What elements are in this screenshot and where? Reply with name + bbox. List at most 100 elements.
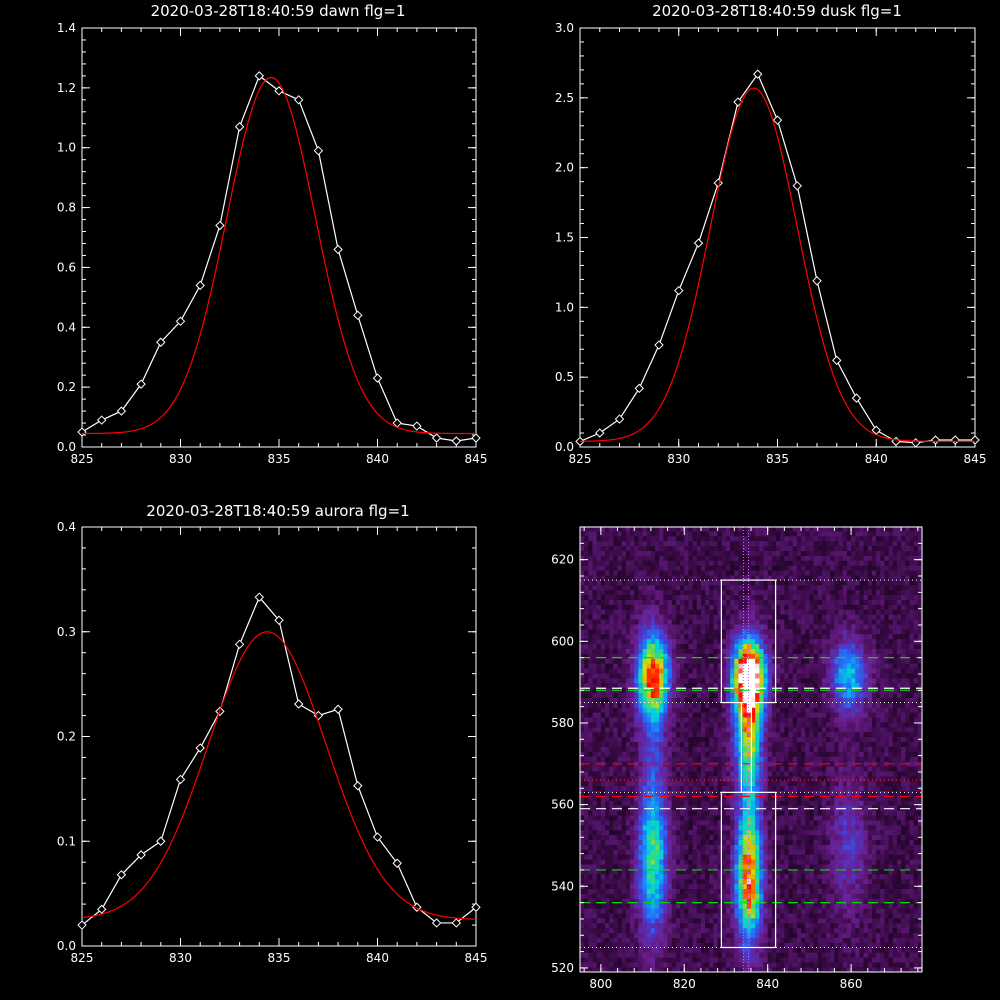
heatmap-cell	[776, 849, 781, 855]
heatmap-cell	[776, 898, 781, 904]
heatmap-cell	[759, 849, 764, 855]
heatmap-cell	[700, 927, 706, 934]
heatmap-cell	[655, 746, 660, 752]
heatmap-cell	[663, 717, 668, 723]
heatmap-cell	[717, 805, 723, 811]
heatmap-cell	[625, 937, 631, 943]
heatmap-cell	[709, 682, 714, 689]
heatmap-cell	[780, 555, 785, 561]
heatmap-cell	[721, 736, 727, 743]
heatmap-cell	[713, 712, 718, 718]
heatmap-cell	[580, 682, 585, 689]
heatmap-cell	[655, 918, 660, 924]
heatmap-cell	[646, 653, 652, 659]
heatmap-cell	[671, 707, 677, 713]
heatmap-cell	[638, 942, 643, 948]
heatmap-cell	[734, 937, 739, 943]
heatmap-cell	[717, 653, 723, 659]
heatmap-cell	[634, 825, 639, 831]
heatmap-cell	[605, 526, 610, 532]
heatmap-cell	[688, 697, 693, 703]
heatmap-cell	[634, 731, 639, 738]
heatmap-cell	[584, 893, 589, 899]
heatmap-cell	[755, 795, 760, 801]
heatmap-cell	[638, 712, 643, 718]
data-point	[333, 704, 343, 714]
heatmap-cell	[605, 663, 610, 669]
heatmap-cell	[592, 942, 597, 948]
heatmap-cell	[730, 952, 735, 958]
heatmap-cell	[692, 810, 698, 816]
heatmap-cell	[763, 560, 768, 566]
heatmap-cell	[642, 535, 648, 542]
heatmap-cell	[667, 771, 673, 777]
heatmap-cell	[700, 780, 706, 787]
heatmap-cell	[659, 766, 664, 772]
heatmap-cell	[771, 697, 777, 703]
heatmap-cell	[725, 869, 731, 875]
data-point	[412, 421, 422, 431]
heatmap-cell	[580, 790, 585, 796]
heatmap-cell	[655, 741, 660, 747]
heatmap-cell	[584, 810, 589, 816]
heatmap-cell	[663, 668, 668, 674]
heatmap-cell	[734, 820, 739, 826]
heatmap-cell	[580, 648, 585, 654]
heatmap-cell	[680, 673, 685, 679]
heatmap-cell	[642, 707, 648, 713]
heatmap-cell	[725, 932, 731, 939]
heatmap-cell	[605, 844, 610, 850]
heatmap-cell	[638, 947, 643, 953]
heatmap-cell	[630, 927, 635, 934]
heatmap-cell	[705, 712, 710, 718]
heatmap-cell	[605, 898, 610, 904]
heatmap-cell	[584, 658, 589, 664]
heatmap-cell	[725, 829, 731, 836]
heatmap-cell	[584, 927, 589, 934]
heatmap-cell	[684, 800, 689, 806]
heatmap-cell	[759, 668, 764, 674]
heatmap-cell	[696, 815, 702, 821]
heatmap-cell	[671, 678, 677, 684]
heatmap-cell	[746, 800, 752, 806]
heatmap-cell	[609, 604, 614, 610]
heatmap-cell	[717, 614, 723, 620]
heatmap-cell	[705, 952, 710, 958]
heatmap-cell	[776, 746, 781, 752]
heatmap-cell	[755, 599, 760, 605]
heatmap-cell	[763, 825, 768, 831]
heatmap-cell	[584, 874, 589, 880]
heatmap-cell	[713, 888, 718, 894]
heatmap-cell	[650, 952, 656, 958]
heatmap-cell	[613, 589, 618, 596]
heatmap-cell	[721, 883, 727, 890]
heatmap-cell	[755, 584, 760, 591]
heatmap-cell	[613, 776, 618, 782]
heatmap-cell	[759, 535, 764, 542]
heatmap-cell	[605, 883, 610, 890]
heatmap-cell	[613, 727, 618, 733]
heatmap-cell	[705, 776, 710, 782]
heatmap-cell	[742, 937, 748, 943]
heatmap-cell	[713, 893, 718, 899]
heatmap-cell	[776, 589, 781, 596]
heatmap-cell	[751, 761, 756, 767]
y-tick-label: 0.2	[57, 730, 76, 744]
heatmap-cell	[642, 771, 648, 777]
heatmap-cell	[642, 682, 648, 689]
data-point	[372, 832, 383, 842]
heatmap-cell	[680, 942, 685, 948]
heatmap-cell	[592, 648, 597, 654]
heatmap-cell	[725, 952, 731, 958]
heatmap-cell	[667, 864, 673, 870]
heatmap-cell	[700, 771, 706, 777]
heatmap-cell	[692, 575, 698, 581]
heatmap-cell	[646, 638, 652, 645]
heatmap-cell	[713, 736, 718, 743]
x-tick-label: 840	[865, 452, 888, 466]
heatmap-cell	[684, 780, 689, 787]
heatmap-cell	[630, 751, 635, 757]
heatmap-cell	[713, 751, 718, 757]
data-point	[234, 639, 245, 650]
heatmap-cell	[742, 624, 748, 630]
